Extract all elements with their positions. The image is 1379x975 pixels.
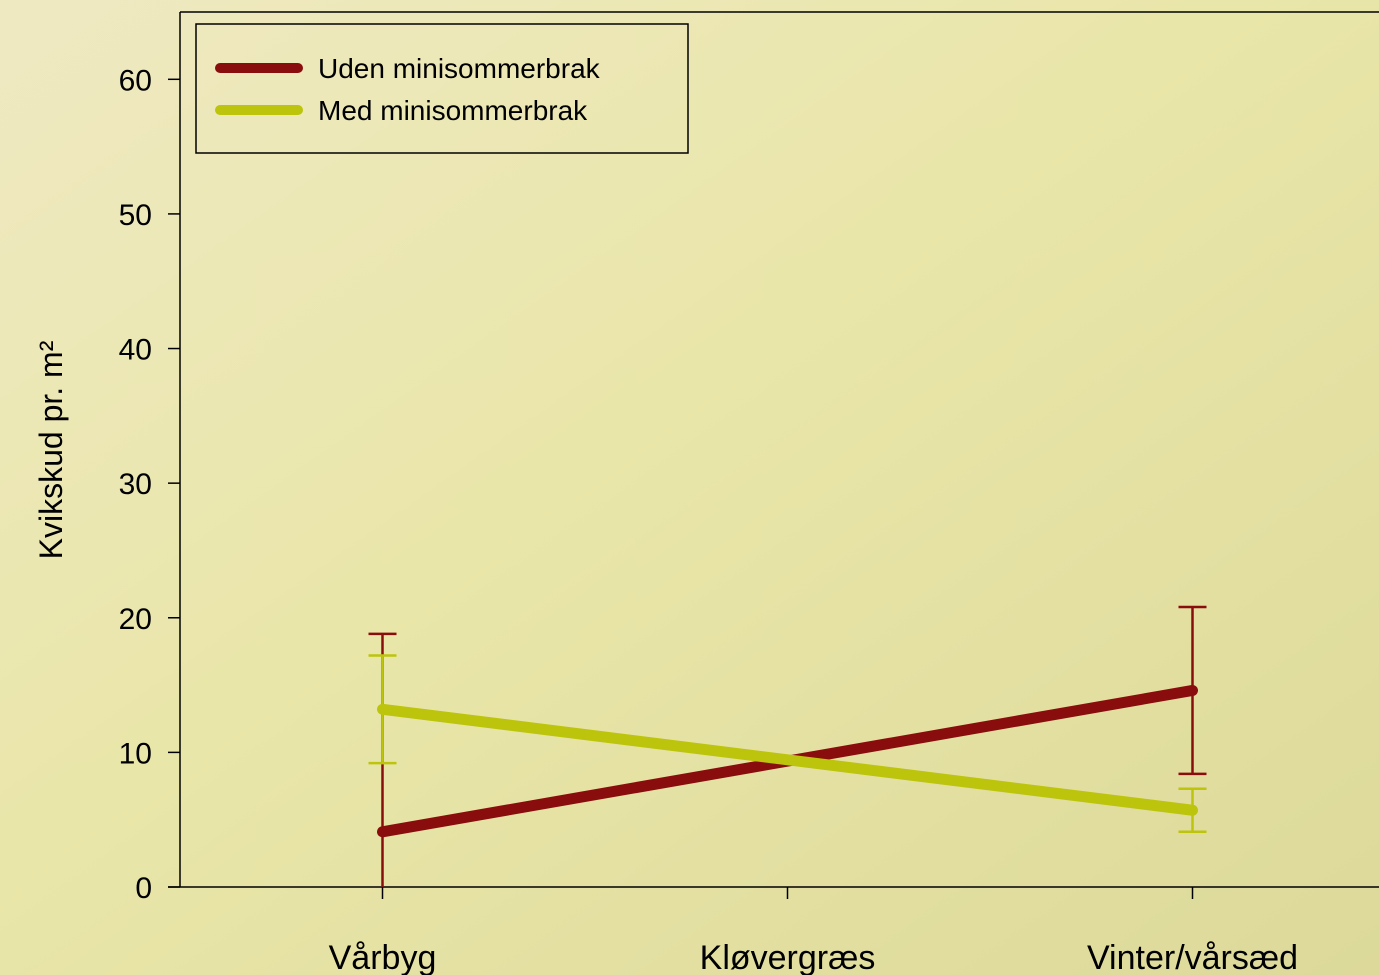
y-tick-label: 40: [119, 334, 152, 367]
y-tick-label: 60: [119, 64, 152, 97]
y-tick-label: 50: [119, 199, 152, 232]
x-tick-label: Vinter/vårsæd: [1087, 939, 1298, 975]
x-tick-label: Vårbyg: [329, 939, 437, 975]
y-axis-label: Kvikskud pr. m²: [33, 340, 69, 559]
y-tick-label: 30: [119, 468, 152, 501]
x-tick-label: Kløvergræs: [700, 939, 876, 975]
background: [0, 0, 1379, 975]
legend-label: Med minisommerbrak: [318, 95, 588, 126]
y-tick-label: 20: [119, 603, 152, 636]
y-tick-label: 0: [135, 872, 152, 905]
legend-label: Uden minisommerbrak: [318, 53, 601, 84]
chart: Kvikskud pr. m² 0 10 20 30 40 50 60 Vårbyg Kløve…: [0, 0, 1379, 975]
y-tick-label: 10: [119, 737, 152, 770]
